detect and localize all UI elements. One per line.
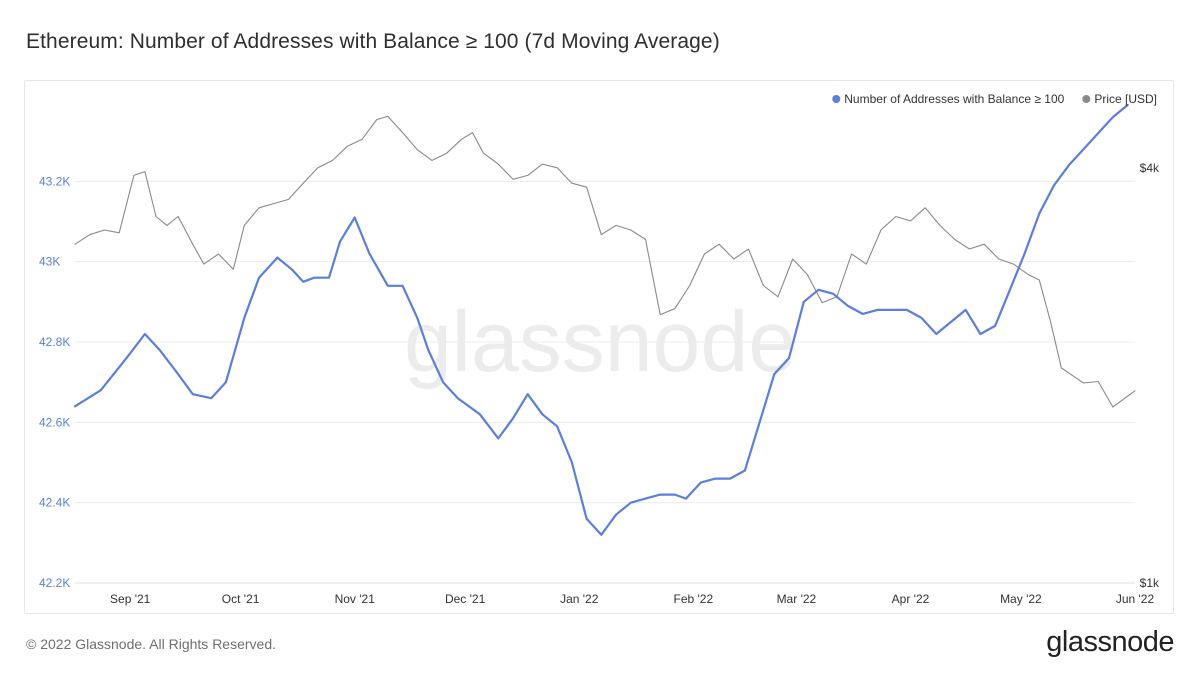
x-axis-ticks: Sep '21 Oct '21 Nov '21 Dec '21 Jan '22 Feb '… (75, 582, 1155, 606)
x-axis-tick-label: Oct '21 (222, 592, 260, 606)
left-axis-tick-label: 42.4K (39, 496, 70, 510)
x-axis-tick-label: May '22 (1000, 592, 1042, 606)
addresses-series-line (73, 103, 1129, 536)
legend-label: Number of Addresses with Balance ≥ 100 (844, 92, 1064, 106)
copyright-text: © 2022 Glassnode. All Rights Reserved. (26, 636, 277, 652)
left-axis-tick-label: 42.2K (39, 576, 70, 590)
left-axis-tick-label: 43.2K (39, 174, 70, 188)
x-axis-tick-label: Nov '21 (335, 592, 376, 606)
x-axis-tick-label: Mar '22 (777, 592, 817, 606)
x-axis-tick-label: Dec '21 (445, 592, 486, 606)
price-series-line (74, 115, 1136, 408)
left-axis-tick-label: 42.8K (39, 335, 70, 349)
right-axis-tick-label: $4k (1140, 161, 1160, 175)
watermark-text: glassnode (404, 294, 796, 390)
chart-svg: glassnode 42.2K 42.4K 42.6K 42.8K 43K 43.2K $… (39, 92, 1160, 606)
chart-frame: glassnode 42.2K 42.4K 42.6K 42.8K 43K 43.2K $… (24, 80, 1174, 614)
x-axis-tick-label: Jan '22 (560, 592, 599, 606)
page-title: Ethereum: Number of Addresses with Balan… (26, 30, 720, 53)
right-axis-ticks: $1k $4k (1140, 161, 1160, 590)
legend-marker (1082, 95, 1091, 103)
legend: Price [USD] Number of Addresses with Bala… (832, 92, 1157, 106)
x-axis-tick-label: Apr '22 (892, 592, 930, 606)
left-axis-ticks: 42.2K 42.4K 42.6K 42.8K 43K 43.2K (39, 174, 70, 590)
left-axis-tick-label: 43K (39, 255, 60, 269)
x-axis-tick-label: Feb '22 (674, 592, 714, 606)
series-layer (73, 103, 1136, 536)
legend-label: Price [USD] (1094, 92, 1157, 106)
left-axis-tick-label: 42.6K (39, 415, 70, 429)
glassnode-logo: glassnode (1046, 626, 1174, 658)
right-axis-tick-label: $1k (1140, 576, 1160, 590)
x-axis-tick-label: Sep '21 (110, 592, 151, 606)
x-axis-tick-label: Jun '22 (1116, 592, 1155, 606)
legend-marker (832, 95, 841, 103)
